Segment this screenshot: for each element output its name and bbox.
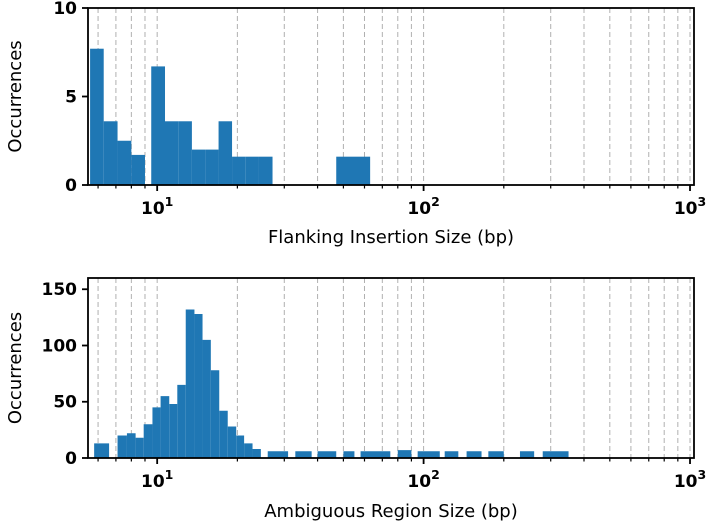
x-tick-label: 102 bbox=[407, 194, 439, 219]
histogram-bar bbox=[169, 404, 178, 458]
y-tick-label: 150 bbox=[42, 280, 78, 300]
y-axis-label: Occurrences bbox=[5, 40, 26, 152]
histogram-bar bbox=[191, 149, 206, 185]
histogram-bar bbox=[267, 451, 289, 458]
chart-background bbox=[0, 0, 709, 250]
histogram-bar bbox=[117, 140, 132, 185]
histogram-bar bbox=[143, 424, 153, 458]
histogram-bar bbox=[232, 156, 246, 185]
histogram-bar bbox=[210, 370, 220, 458]
histogram-bar bbox=[218, 121, 233, 185]
histogram-bar bbox=[519, 451, 535, 458]
y-tick-label: 5 bbox=[65, 87, 77, 107]
histogram-bars bbox=[90, 48, 371, 185]
histogram-bar bbox=[397, 450, 412, 458]
x-axis-label: Flanking Insertion Size (bp) bbox=[268, 227, 514, 248]
y-tick-label: 100 bbox=[42, 336, 78, 356]
histogram-bar bbox=[94, 443, 110, 458]
y-tick-label: 0 bbox=[65, 176, 77, 196]
gridlines bbox=[97, 8, 691, 185]
histogram-bar bbox=[135, 437, 144, 458]
histogram-bar bbox=[152, 407, 161, 458]
histogram-bar bbox=[205, 149, 219, 185]
histogram-bar bbox=[178, 121, 192, 185]
histogram-bar bbox=[244, 443, 253, 458]
y-tick-label: 10 bbox=[53, 0, 77, 19]
chart-background bbox=[0, 250, 709, 525]
histogram-bar bbox=[245, 156, 259, 185]
histogram-bar bbox=[252, 449, 261, 458]
x-axis-ticks bbox=[97, 185, 691, 191]
histogram-bar bbox=[103, 121, 118, 185]
histogram-bar bbox=[343, 451, 355, 458]
ambiguous-region-chart: 101 102 103 0 50 100 150 Ambiguous Region Size … bbox=[0, 250, 709, 525]
y-axis-label: Occurrences bbox=[5, 312, 26, 424]
x-axis-label: Ambiguous Region Size (bp) bbox=[264, 501, 518, 522]
histogram-bar bbox=[444, 451, 459, 458]
y-tick-label: 50 bbox=[53, 393, 77, 413]
histogram-bar bbox=[227, 426, 237, 458]
histogram-bar bbox=[417, 451, 440, 458]
histogram-bar bbox=[219, 410, 228, 458]
histogram-bar bbox=[360, 451, 391, 458]
histogram-bar bbox=[165, 121, 179, 185]
histogram-bar bbox=[202, 339, 211, 458]
histogram-bar bbox=[488, 451, 504, 458]
histogram-bar bbox=[131, 154, 145, 185]
histogram-bars bbox=[94, 309, 569, 458]
histogram-bar bbox=[258, 156, 273, 185]
histogram-bar bbox=[117, 435, 127, 458]
histogram-bar bbox=[151, 66, 166, 185]
x-axis-ticks bbox=[97, 458, 691, 464]
histogram-bar bbox=[466, 451, 482, 458]
y-tick-label: 0 bbox=[65, 449, 77, 469]
gridlines bbox=[97, 278, 691, 458]
histogram-bar bbox=[194, 314, 203, 458]
flanking-insertion-chart: 101 102 103 0 5 10 Flanking Insertion Size (bp… bbox=[0, 0, 709, 250]
histogram-bar bbox=[317, 451, 337, 458]
histogram-bar bbox=[295, 451, 312, 458]
histogram-bar bbox=[177, 384, 186, 458]
histogram-bar bbox=[236, 435, 245, 458]
plot-frame bbox=[87, 277, 695, 459]
histogram-bar bbox=[542, 451, 569, 458]
histogram-bar bbox=[336, 156, 371, 185]
histogram-bar bbox=[185, 309, 195, 458]
histogram-bar bbox=[126, 433, 136, 458]
histogram-bar bbox=[160, 396, 170, 458]
histogram-bar bbox=[90, 48, 104, 185]
